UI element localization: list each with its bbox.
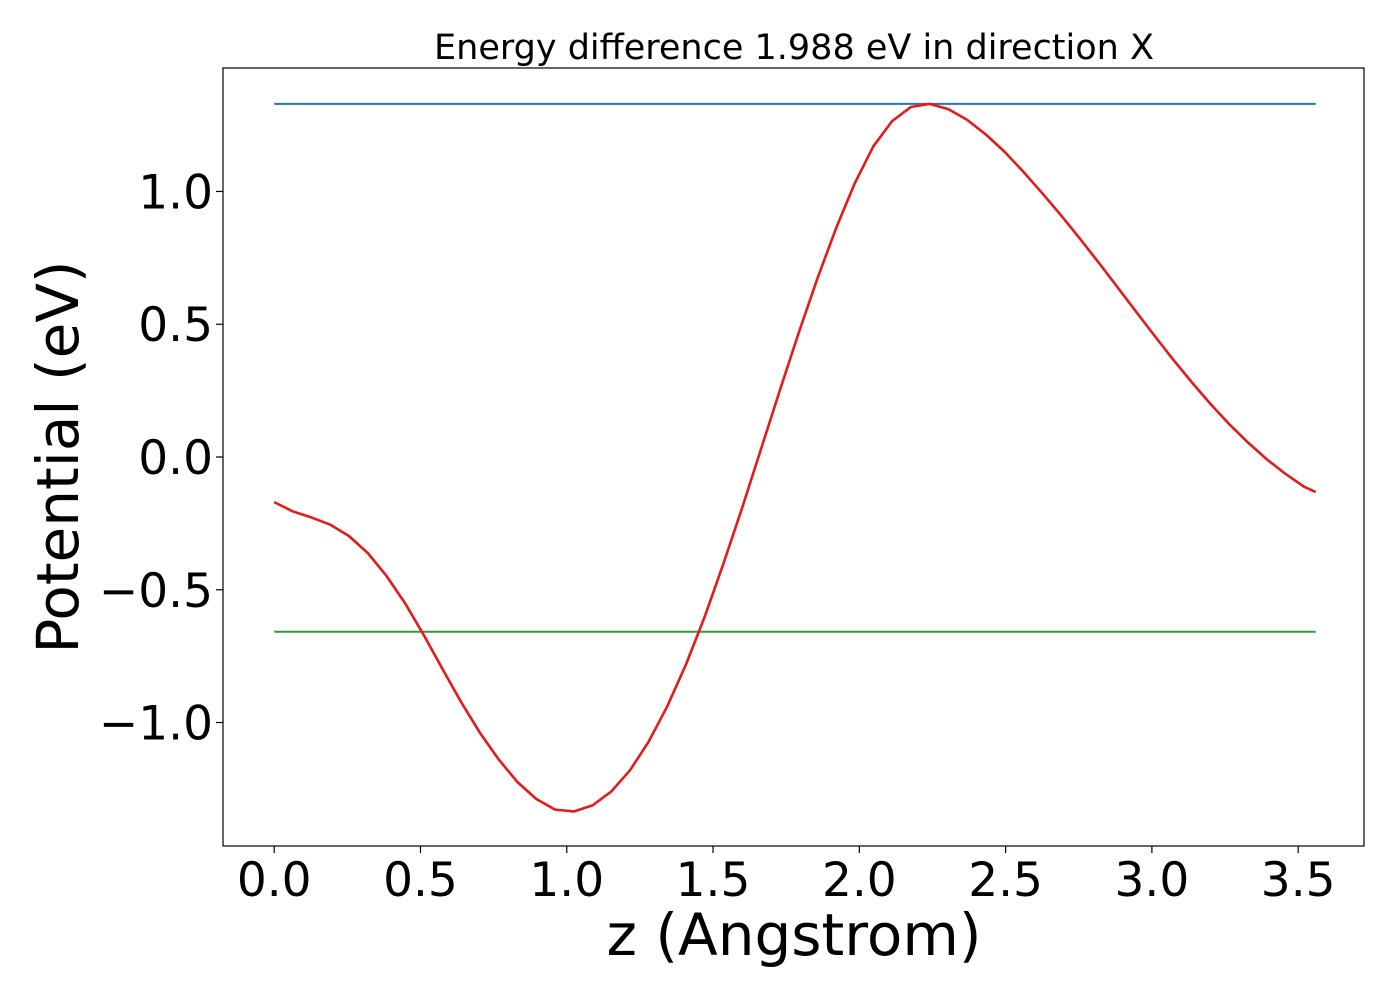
- x-tick-label: 3.5: [1261, 853, 1336, 908]
- x-tick-label: 1.0: [529, 853, 604, 908]
- y-tick-label: −1.0: [99, 697, 213, 752]
- x-tick-label: 1.5: [676, 853, 751, 908]
- x-tick-label: 2.5: [968, 853, 1043, 908]
- y-axis-title: Potential (eV): [24, 260, 92, 653]
- y-tick-label: 0.5: [138, 298, 213, 353]
- potential-curve: [273, 102, 1317, 813]
- series-layer: [273, 102, 1317, 813]
- plot-frame: [222, 67, 1365, 847]
- x-tick-label: 0.5: [383, 853, 458, 908]
- x-tick-label: 3.0: [1115, 853, 1190, 908]
- y-tick-label: −0.5: [99, 564, 213, 619]
- y-axis-ticks: 1.0 0.5 0.0 −0.5 −1.0: [99, 165, 223, 752]
- x-axis-ticks: 0.0 0.5 1.0 1.5 2.0 2.5 3.0 3.5: [237, 846, 1336, 908]
- x-axis-title: z (Angstrom): [607, 901, 982, 969]
- x-tick-label: 2.0: [822, 853, 897, 908]
- chart-title: Energy difference 1.988 eV in direction …: [434, 28, 1154, 68]
- x-tick-label: 0.0: [237, 853, 312, 908]
- y-tick-label: 0.0: [138, 431, 213, 486]
- y-tick-label: 1.0: [138, 165, 213, 220]
